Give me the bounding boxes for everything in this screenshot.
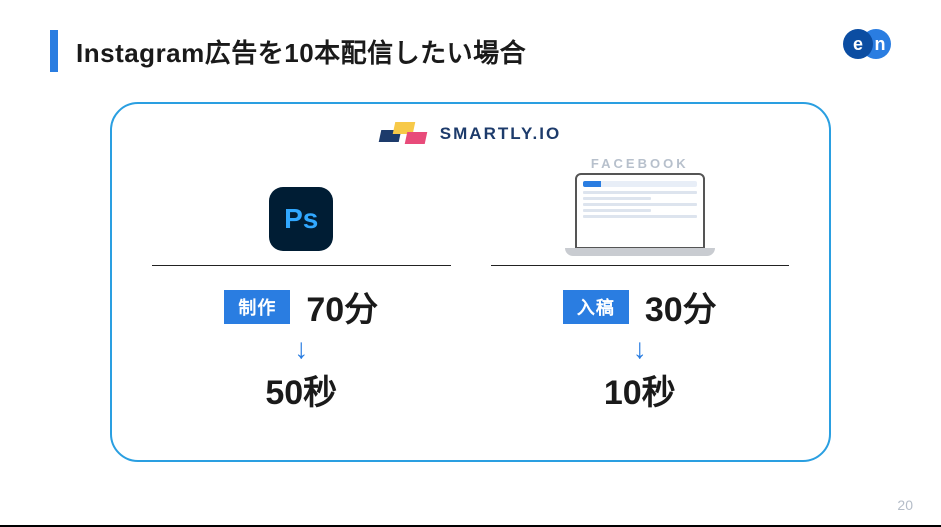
laptop-icon [565, 173, 715, 257]
icon-area-production: Ps [152, 156, 451, 266]
arrow-down-icon: ↓ [633, 335, 647, 363]
title-row: Instagram広告を10本配信したい場合 [50, 30, 891, 72]
accent-bar [50, 30, 58, 72]
columns: Ps 制作 70分 ↓ 50秒 FACEBOOK [152, 156, 789, 436]
before-production: 70分 [306, 282, 378, 331]
page-title: Instagram広告を10本配信したい場合 [76, 33, 526, 70]
logo-letter-e: e [843, 29, 873, 59]
tag-production: 制作 [224, 290, 290, 324]
smartly-brand: SMARTLY.IO [152, 122, 789, 146]
photoshop-icon: Ps [269, 187, 333, 251]
comparison-card: SMARTLY.IO Ps 制作 70分 ↓ 50秒 [110, 102, 831, 462]
after-production: 50秒 [265, 365, 337, 414]
smartly-logo-icon [380, 122, 430, 146]
facebook-label: FACEBOOK [591, 156, 689, 171]
before-submission: 30分 [645, 282, 717, 331]
metric-production: 制作 70分 ↓ 50秒 [152, 282, 451, 414]
after-submission: 10秒 [604, 365, 676, 414]
slide: Instagram広告を10本配信したい場合 e n SMARTLY.IO Ps… [0, 0, 941, 527]
col-submission: FACEBOOK [491, 156, 790, 436]
brand-logo-en: e n [843, 28, 891, 60]
icon-area-submission: FACEBOOK [491, 156, 790, 266]
metric-submission: 入稿 30分 ↓ 10秒 [491, 282, 790, 414]
col-production: Ps 制作 70分 ↓ 50秒 [152, 156, 451, 436]
tag-submission: 入稿 [563, 290, 629, 324]
smartly-label: SMARTLY.IO [440, 124, 561, 144]
arrow-down-icon: ↓ [294, 335, 308, 363]
page-number: 20 [897, 497, 913, 513]
